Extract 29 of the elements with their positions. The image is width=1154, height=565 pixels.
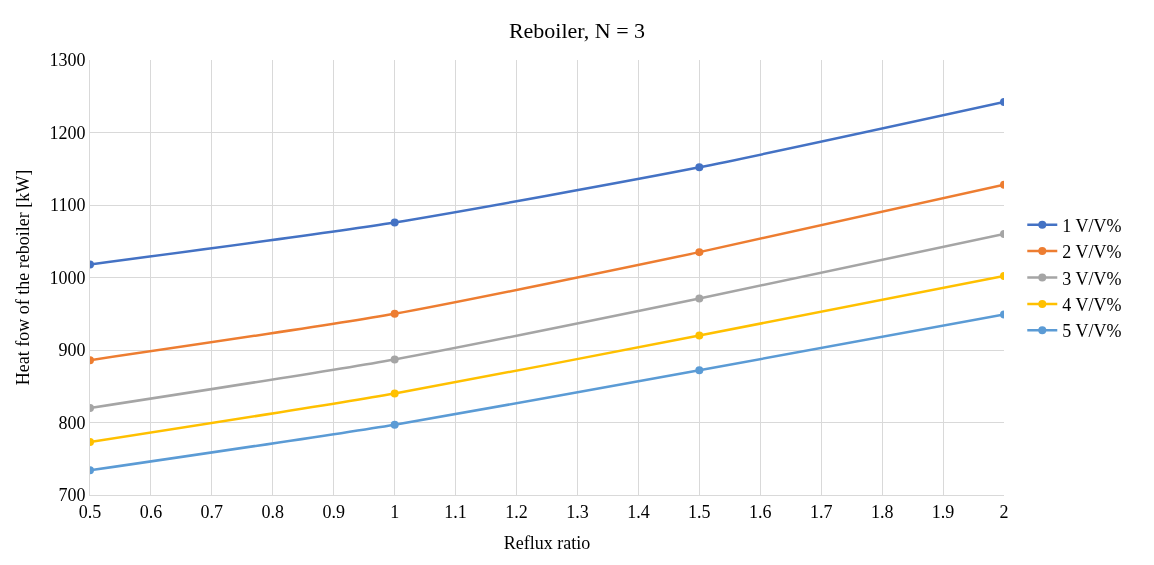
x-tick-label: 0.6	[139, 501, 163, 522]
x-tick-label: 1.7	[809, 501, 833, 522]
x-tick-label: 1.2	[505, 501, 528, 522]
x-axis-title: Reflux ratio	[503, 532, 591, 553]
x-tick-label: 1.3	[566, 501, 589, 522]
legend-label: 4 V/V%	[1062, 294, 1122, 315]
x-tick-label: 0.7	[200, 501, 224, 522]
x-tick-label: 0.8	[261, 501, 285, 522]
y-tick-label: 800	[58, 412, 86, 433]
y-tick-label: 1200	[49, 122, 86, 143]
y-axis-title: Heat fow of the reboiler [kW]	[12, 169, 33, 386]
x-tick-label: 1.4	[627, 501, 650, 522]
y-tick-label: 1000	[49, 267, 86, 288]
legend-label: 3 V/V%	[1062, 268, 1122, 289]
y-tick-label: 1300	[49, 50, 86, 71]
x-tick-label: 1.8	[870, 501, 894, 522]
x-tick-label: 1.5	[688, 501, 711, 522]
x-tick-label: 2	[999, 501, 1009, 522]
x-tick-label: 1.1	[444, 501, 467, 522]
legend-label: 5 V/V%	[1062, 321, 1122, 342]
x-tick-label: 1.6	[749, 501, 772, 522]
legend-label: 1 V/V%	[1062, 215, 1122, 236]
chart-title: Reboiler, N = 3	[508, 18, 646, 43]
y-tick-label: 1100	[50, 195, 86, 216]
x-tick-label: 0.9	[322, 501, 345, 522]
y-tick-label: 900	[58, 340, 86, 361]
x-tick-label: 1	[390, 501, 400, 522]
x-tick-label: 1.9	[931, 501, 955, 522]
legend-label: 2 V/V%	[1062, 242, 1122, 263]
